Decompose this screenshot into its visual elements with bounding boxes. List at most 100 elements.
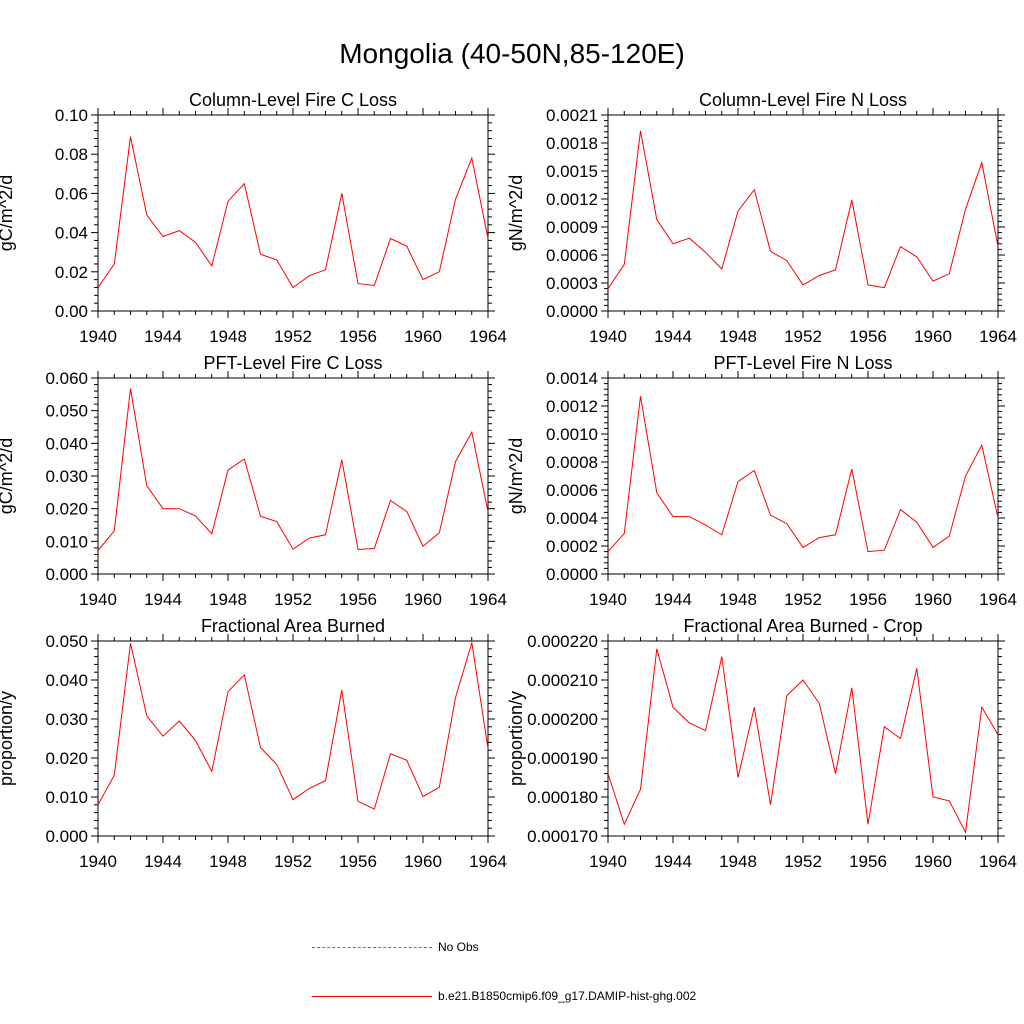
x-tick-label: 1944 — [144, 852, 182, 871]
y-axis-label: proportion/y — [0, 691, 16, 786]
x-tick-label: 1952 — [274, 852, 312, 871]
plot-frame — [97, 640, 489, 837]
x-tick-label: 1964 — [469, 327, 507, 346]
figure-title: Mongolia (40-50N,85-120E) — [339, 38, 685, 69]
y-tick-label: 0.030 — [45, 710, 88, 729]
x-tick-label: 1940 — [79, 327, 117, 346]
x-tick-label: 1960 — [914, 327, 952, 346]
series-line — [97, 388, 489, 551]
x-tick-label: 1952 — [784, 590, 822, 609]
x-tick-label: 1940 — [589, 590, 627, 609]
x-tick-label: 1956 — [339, 590, 377, 609]
x-tick-label: 1952 — [784, 852, 822, 871]
y-tick-label: 0.040 — [45, 434, 88, 453]
x-tick-label: 1960 — [914, 852, 952, 871]
legend-swatch-dashed — [312, 946, 432, 948]
y-tick-label: 0.020 — [45, 500, 88, 519]
legend-label-no-obs: No Obs — [438, 940, 479, 954]
x-tick-label: 1940 — [589, 327, 627, 346]
y-tick-label: 0.050 — [45, 632, 88, 651]
y-tick-label: 0.050 — [45, 402, 88, 421]
y-tick-label: 0.04 — [55, 224, 88, 243]
x-tick-label: 1964 — [979, 327, 1017, 346]
y-tick-label: 0.0012 — [546, 190, 598, 209]
x-tick-label: 1948 — [209, 327, 247, 346]
y-tick-label: 0.010 — [45, 788, 88, 807]
x-tick-label: 1948 — [209, 590, 247, 609]
plot-frame — [607, 377, 999, 575]
y-axis-label: proportion/y — [506, 691, 526, 786]
y-tick-label: 0.10 — [55, 106, 88, 125]
x-tick-label: 1948 — [719, 852, 757, 871]
y-tick-label: 0.040 — [45, 671, 88, 690]
y-tick-label: 0.0009 — [546, 218, 598, 237]
x-tick-label: 1940 — [79, 590, 117, 609]
y-tick-label: 0.0006 — [546, 481, 598, 500]
panel-title: Fractional Area Burned - Crop — [683, 616, 922, 636]
y-tick-label: 0.000180 — [527, 788, 598, 807]
x-tick-label: 1948 — [209, 852, 247, 871]
y-tick-label: 0.0003 — [546, 274, 598, 293]
x-tick-label: 1952 — [274, 327, 312, 346]
x-tick-label: 1944 — [654, 852, 692, 871]
series-line — [97, 136, 489, 289]
y-tick-label: 0.0010 — [546, 425, 598, 444]
series-line — [607, 648, 999, 834]
x-tick-label: 1964 — [469, 852, 507, 871]
x-tick-label: 1960 — [914, 590, 952, 609]
series-line — [607, 130, 999, 289]
y-tick-label: 0.0002 — [546, 537, 598, 556]
x-tick-label: 1944 — [654, 590, 692, 609]
y-tick-label: 0.0015 — [546, 162, 598, 181]
panel-title: Fractional Area Burned — [201, 616, 385, 636]
x-tick-label: 1940 — [589, 852, 627, 871]
y-tick-label: 0.060 — [45, 369, 88, 388]
legend-label-model-run: b.e21.B1850cmip6.f09_g17.DAMIP-hist-ghg.… — [438, 989, 697, 1003]
x-tick-label: 1952 — [784, 327, 822, 346]
y-tick-label: 0.0004 — [546, 509, 598, 528]
panel-title: Column-Level Fire C Loss — [189, 90, 397, 110]
y-tick-label: 0.000190 — [527, 749, 598, 768]
panel-title: PFT-Level Fire C Loss — [203, 353, 382, 373]
plot-frame — [97, 377, 489, 575]
panel-title: Column-Level Fire N Loss — [699, 90, 907, 110]
y-tick-label: 0.08 — [55, 145, 88, 164]
y-axis-label: gC/m^2/d — [0, 175, 16, 251]
y-tick-label: 0.0000 — [546, 565, 598, 584]
y-tick-label: 0.000 — [45, 565, 88, 584]
y-tick-label: 0.0006 — [546, 246, 598, 265]
y-tick-label: 0.000200 — [527, 710, 598, 729]
y-tick-label: 0.0014 — [546, 369, 598, 388]
plot-frame — [97, 114, 489, 312]
y-tick-label: 0.0000 — [546, 302, 598, 321]
x-tick-label: 1956 — [849, 327, 887, 346]
y-tick-label: 0.000 — [45, 827, 88, 846]
x-tick-label: 1956 — [339, 327, 377, 346]
y-tick-label: 0.06 — [55, 184, 88, 203]
x-tick-label: 1948 — [719, 590, 757, 609]
x-tick-label: 1956 — [849, 590, 887, 609]
y-tick-label: 0.010 — [45, 532, 88, 551]
y-tick-label: 0.0012 — [546, 397, 598, 416]
x-tick-label: 1948 — [719, 327, 757, 346]
x-tick-label: 1960 — [404, 590, 442, 609]
x-tick-label: 1944 — [144, 590, 182, 609]
y-tick-label: 0.000170 — [527, 827, 598, 846]
y-tick-label: 0.0018 — [546, 134, 598, 153]
y-axis-label: gN/m^2/d — [506, 175, 526, 251]
x-tick-label: 1956 — [339, 852, 377, 871]
plot-frame — [607, 640, 999, 837]
x-tick-label: 1952 — [274, 590, 312, 609]
x-tick-label: 1944 — [654, 327, 692, 346]
plot-frame — [607, 114, 999, 312]
y-tick-label: 0.020 — [45, 749, 88, 768]
x-tick-label: 1964 — [979, 590, 1017, 609]
x-tick-label: 1964 — [979, 852, 1017, 871]
y-axis-label: gC/m^2/d — [0, 438, 16, 514]
x-tick-label: 1960 — [404, 852, 442, 871]
series-line — [97, 642, 489, 810]
legend-item-no-obs: No Obs — [312, 940, 479, 954]
y-tick-label: 0.030 — [45, 467, 88, 486]
y-tick-label: 0.0008 — [546, 453, 598, 472]
legend-item-model-run: b.e21.B1850cmip6.f09_g17.DAMIP-hist-ghg.… — [312, 989, 696, 1003]
